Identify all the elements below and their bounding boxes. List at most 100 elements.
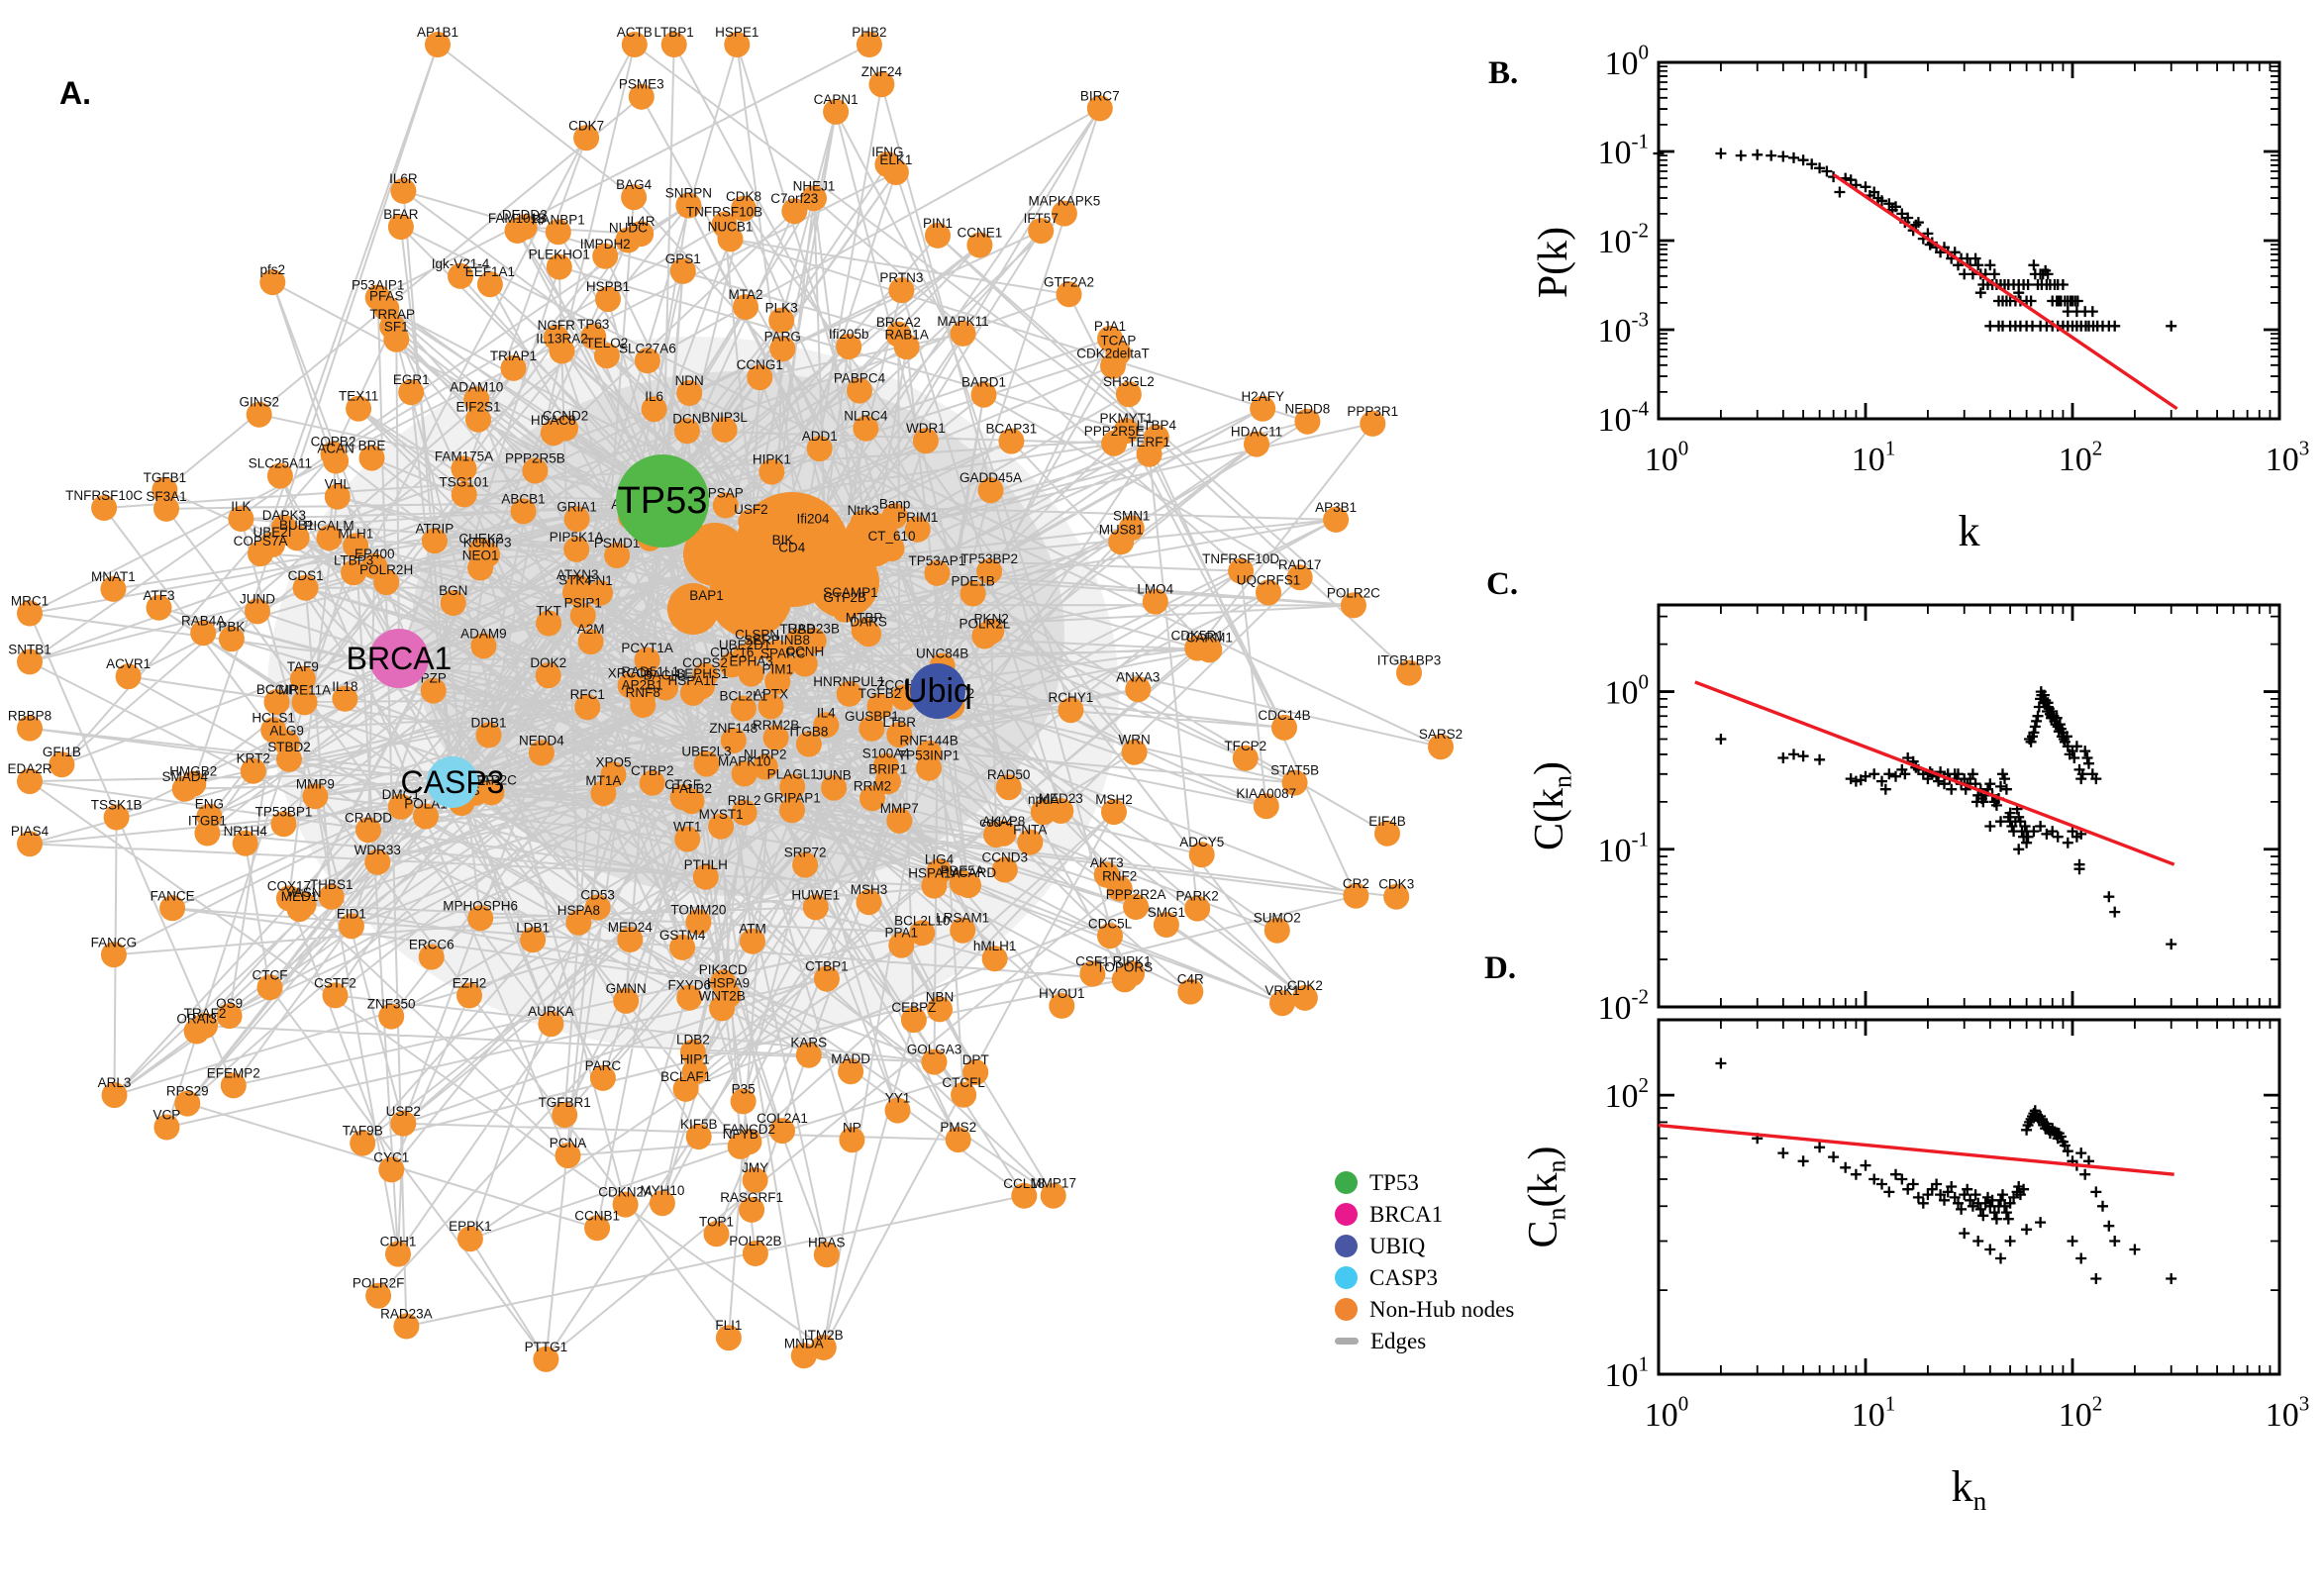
y-tick-label: 10-1	[1597, 130, 1649, 171]
y-tick-label: 10-1	[1597, 827, 1649, 868]
network-node-label: TCAP	[1100, 333, 1136, 348]
network-node-label: PPP2R2A	[1106, 887, 1166, 902]
network-node	[900, 1007, 927, 1034]
network-node	[653, 674, 679, 701]
network-node-label: FAM175A	[435, 449, 493, 463]
network-node-label: CCNG1	[737, 357, 783, 372]
network-node	[888, 932, 915, 958]
network-node	[744, 634, 770, 660]
network-node-label: MTA2	[728, 287, 762, 302]
network-node-label: USP2	[386, 1104, 421, 1119]
network-node	[246, 401, 272, 428]
network-node	[563, 506, 590, 533]
y-tick-label: 101	[1604, 1352, 1649, 1394]
network-node	[738, 509, 764, 535]
minor-ticks	[1659, 62, 2279, 419]
network-node-label: NLRC4	[844, 409, 888, 424]
network-node-label: PABPC4	[834, 371, 886, 386]
network-node	[856, 889, 882, 916]
network-node-label: ATXN3	[556, 567, 599, 582]
network-node-label: HSPA1L	[668, 673, 719, 688]
network-node-label: LDB2	[676, 1033, 710, 1047]
network-node	[769, 1118, 795, 1145]
network-node	[1058, 697, 1084, 724]
network-node-label: LIG4	[925, 851, 955, 866]
network-node-label: GINS2	[239, 395, 279, 410]
y-axis-label: Cn(kn)	[1521, 1146, 1570, 1247]
scatter-points	[1715, 686, 2177, 950]
network-node-label: EP400	[354, 547, 395, 561]
network-node	[451, 455, 477, 482]
network-legend: TP53 BRCA1 UBIQ CASP3 Non-Hub nodes Edge…	[1335, 1171, 1514, 1352]
network-node	[390, 1110, 417, 1137]
network-node-label: TAF9B	[343, 1124, 383, 1139]
network-node	[385, 1241, 411, 1267]
network-node-label: TRAF2	[184, 1006, 227, 1021]
network-node	[878, 536, 905, 561]
network-node	[921, 1048, 948, 1075]
network-node-label: TAF9	[287, 659, 319, 674]
network-node	[813, 1242, 840, 1268]
network-node	[218, 626, 245, 652]
network-node-label: DCN	[672, 411, 701, 426]
network-node	[573, 125, 600, 151]
network-node	[886, 807, 913, 834]
network-node-label: MAPKAPK5	[1029, 194, 1101, 209]
network-node-label: CDC16	[710, 645, 754, 659]
network-node	[912, 428, 939, 454]
network-node-label: Igk-V21-4	[432, 256, 490, 271]
network-node	[543, 325, 569, 351]
network-node-label: MYST1	[699, 807, 744, 822]
network-node-label: ENG	[195, 797, 224, 812]
network-node	[924, 559, 951, 586]
node-labels: ARL3 Banp TAF9B npdA ALG9 TP53AP1 EPHA3 NLRP2 SC…	[7, 25, 1463, 1354]
network-node-label: MYH10	[640, 1183, 684, 1198]
network-node-label: IFNG	[871, 145, 903, 159]
network-node-label: VASN	[286, 885, 322, 900]
network-node	[617, 927, 644, 952]
network-node-label: NFYB	[723, 1127, 758, 1142]
network-node	[387, 214, 414, 241]
network-node	[115, 663, 142, 690]
network-node-label: WDR1	[906, 421, 946, 436]
network-node	[463, 386, 490, 413]
network-node-label: PIN1	[923, 216, 953, 231]
network-node	[577, 629, 604, 655]
legend-label: BRCA1	[1369, 1202, 1444, 1227]
network-node	[592, 243, 619, 269]
network-node	[91, 495, 118, 521]
network-node-label: YY1	[885, 1091, 911, 1106]
network-node	[795, 1042, 822, 1068]
network-node-label: ARL3	[98, 1075, 132, 1090]
network-node-label: S100A4	[862, 747, 911, 761]
network-node-label: ACTB	[617, 25, 653, 40]
network-node	[470, 633, 497, 659]
network-node-label: CT_610	[867, 529, 915, 544]
network-node-label: BUB1	[279, 518, 314, 533]
network-node-label: RCHY1	[1049, 690, 1094, 705]
network-node-label: NUDC	[609, 221, 648, 236]
network-node	[373, 295, 400, 322]
network-node	[685, 1124, 712, 1150]
network-node	[711, 417, 738, 443]
network-node	[266, 462, 293, 489]
network-node	[800, 628, 827, 654]
network-node	[866, 693, 893, 720]
network-node-label: CRADD	[345, 810, 392, 825]
network-node-label: VRK1	[1264, 983, 1299, 998]
network-node	[1323, 506, 1350, 533]
network-node-label: RASGRF1	[720, 1190, 783, 1205]
network-node-label: JUNB	[816, 768, 851, 783]
network-node-label: WDR33	[354, 843, 401, 857]
network-node-label: CCL18	[1003, 1176, 1045, 1191]
network-node	[1101, 430, 1128, 456]
network-node-label: PARG	[764, 329, 801, 344]
network-node	[949, 869, 975, 896]
network-node-label: APTX	[754, 687, 788, 702]
network-node	[100, 575, 127, 602]
network-node-label: ADAM10	[450, 379, 503, 394]
network-node-label: KRT2	[237, 751, 270, 766]
network-node	[440, 590, 466, 616]
major-ticks	[1657, 1020, 2281, 1376]
network-node	[747, 364, 773, 391]
